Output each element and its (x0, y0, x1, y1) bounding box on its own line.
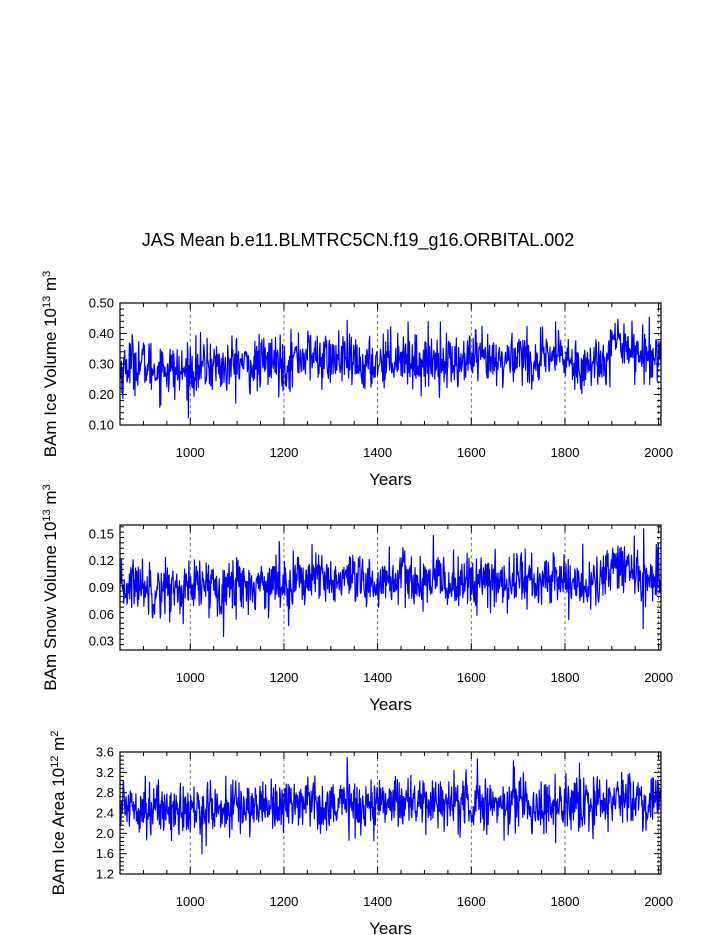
x-tick-label: 1600 (457, 670, 486, 685)
x-tick-label: 2000 (644, 894, 673, 909)
x-tick-label: 1800 (551, 445, 580, 460)
y-tick-label: 3.6 (96, 745, 114, 760)
x-axis-title: Years (369, 470, 412, 489)
y-tick-label: 2.0 (96, 826, 114, 841)
snow-volume-panel: 1000 1200 1400 1600 1800 2000 0.03 0.06 0.09 0.12… (41, 484, 673, 714)
series-line (119, 756, 662, 855)
x-tick-label: 1800 (551, 670, 580, 685)
x-tick-label: 1600 (457, 894, 486, 909)
y-tick-label: 0.40 (89, 326, 114, 341)
y-tick-label: 2.8 (96, 785, 114, 800)
y-tick-label: 1.6 (96, 846, 114, 861)
y-tick-label: 0.03 (89, 634, 114, 649)
y-tick-label: 0.10 (89, 418, 114, 433)
x-tick-label: 1000 (176, 445, 205, 460)
x-tick-label: 2000 (644, 445, 673, 460)
x-axis-title: Years (369, 695, 412, 714)
y-tick-label: 0.20 (89, 387, 114, 402)
y-tick-label: 1.2 (96, 867, 114, 882)
y-tick-label: 0.15 (89, 526, 114, 541)
ice-volume-panel: 1000 1200 1400 1600 1800 2000 0.10 0.20 0.30 0.40… (41, 271, 673, 489)
x-tick-label: 1400 (363, 670, 392, 685)
x-tick-label: 1600 (457, 445, 486, 460)
y-axis-title: BAm Ice Volume 1013 m3 (41, 271, 60, 458)
plot-frame (119, 524, 662, 651)
y-axis-title: BAm Snow Volume 1013 m3 (41, 484, 60, 690)
x-axis-title: Years (369, 919, 412, 935)
y-tick-label: 0.09 (89, 580, 114, 595)
x-tick-label: 1200 (269, 670, 298, 685)
y-axis-title: BAm Ice Area 1012 m2 (49, 731, 68, 896)
x-tick-label: 1000 (176, 670, 205, 685)
series-line (119, 316, 662, 419)
ice-area-panel: 1000 1200 1400 1600 1800 2000 1.2 1.6 2.0 2.4 2.8 3… (49, 731, 673, 935)
x-tick-label: 1400 (363, 894, 392, 909)
x-tick-label: 1200 (269, 894, 298, 909)
x-tick-label: 1200 (269, 445, 298, 460)
y-tick-label: 0.30 (89, 357, 114, 372)
y-tick-label: 0.12 (89, 553, 114, 568)
x-tick-label: 2000 (644, 670, 673, 685)
y-tick-label: 0.50 (89, 296, 114, 311)
y-tick-label: 0.06 (89, 607, 114, 622)
chart-title: JAS Mean b.e11.BLMTRC5CN.f19_g16.ORBITAL… (142, 230, 575, 251)
series-line (119, 528, 662, 638)
x-tick-label: 1400 (363, 445, 392, 460)
x-tick-label: 1800 (551, 894, 580, 909)
y-tick-label: 2.4 (96, 806, 114, 821)
y-tick-label: 3.2 (96, 765, 114, 780)
x-tick-label: 1000 (176, 894, 205, 909)
